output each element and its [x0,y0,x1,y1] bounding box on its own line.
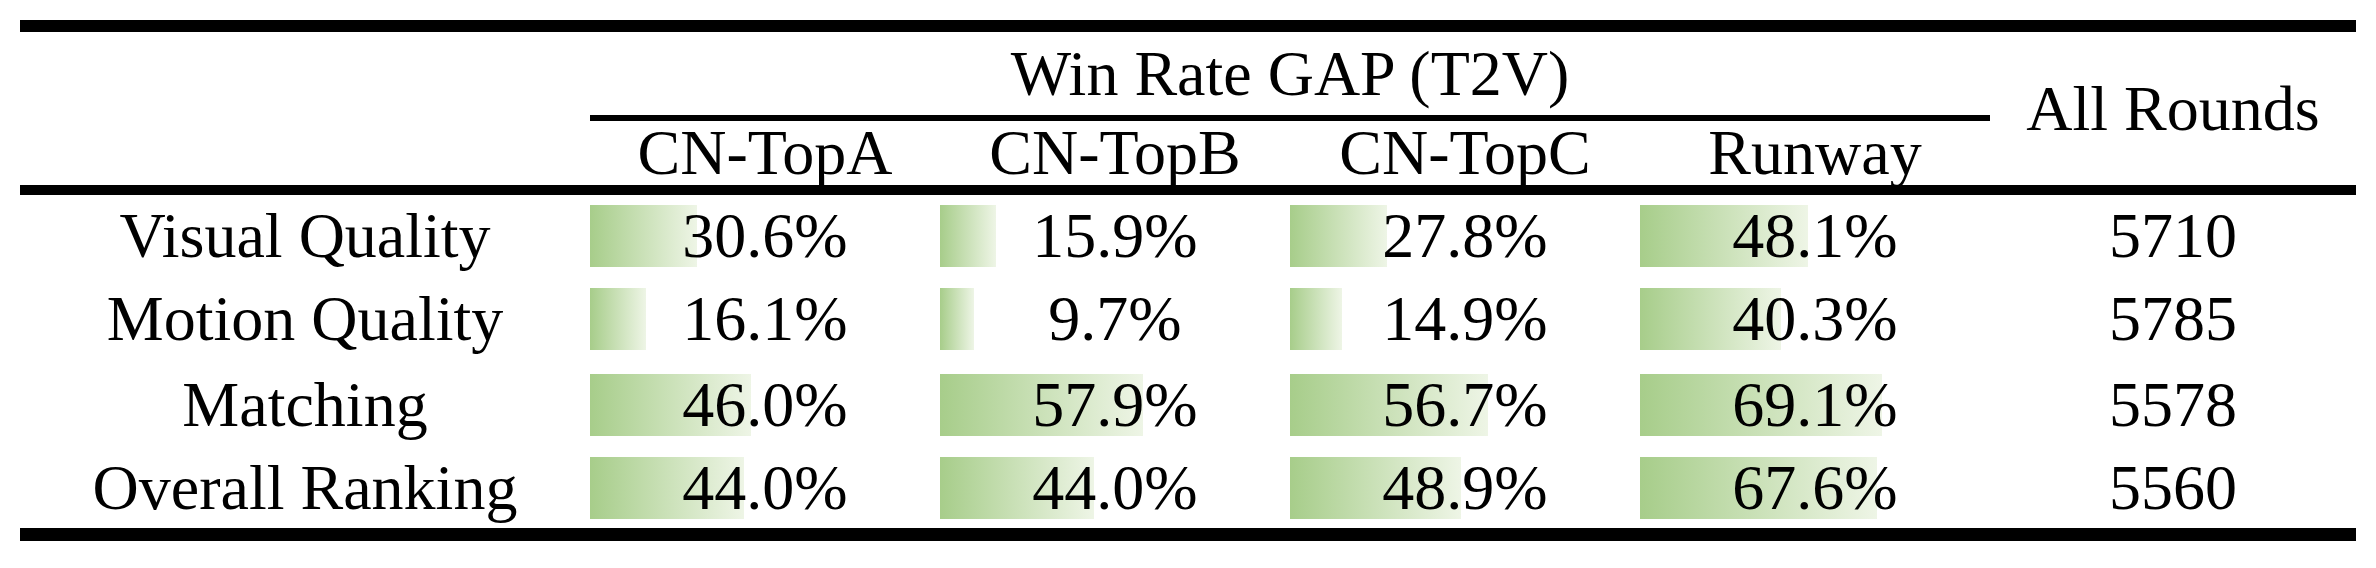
metric-cell: 40.3% [1640,276,1990,362]
column-header-cn-topc: CN-TopC [1290,118,1640,190]
metric-cell: 44.0% [590,448,940,534]
metric-cell: 9.7% [940,276,1290,362]
percent-value: 48.1% [1732,200,1897,271]
percent-value: 67.6% [1732,452,1897,523]
percent-value: 46.0% [682,369,847,440]
all-rounds-value: 5710 [1990,190,2356,276]
percent-value: 14.9% [1382,283,1547,354]
all-rounds-value: 5560 [1990,448,2356,534]
percent-value: 40.3% [1732,283,1897,354]
metric-cell: 48.1% [1640,190,1990,276]
percent-value: 16.1% [682,283,847,354]
win-rate-bar [940,288,974,350]
percent-value: 56.7% [1382,369,1547,440]
metric-cell: 67.6% [1640,448,1990,534]
win-rate-bar [940,205,996,267]
table-row-overall-ranking: Overall Ranking 44.0% 44.0% 48.9% 67.6% … [20,448,2356,534]
all-rounds-value: 5578 [1990,362,2356,448]
percent-value: 57.9% [1032,369,1197,440]
percent-value: 44.0% [682,452,847,523]
metric-cell: 48.9% [1290,448,1640,534]
all-rounds-value: 5785 [1990,276,2356,362]
column-header-runway: Runway [1640,118,1990,190]
metric-cell: 56.7% [1290,362,1640,448]
metric-cell: 46.0% [590,362,940,448]
all-rounds-column-header: All Rounds [1990,26,2356,190]
win-rate-bar [590,288,646,350]
column-header-cn-topa: CN-TopA [590,118,940,190]
percent-value: 27.8% [1382,200,1547,271]
percent-value: 48.9% [1382,452,1547,523]
percent-value: 44.0% [1032,452,1197,523]
metric-cell: 16.1% [590,276,940,362]
row-label: Visual Quality [20,190,590,276]
group-header-win-rate-gap: Win Rate GAP (T2V) [590,26,1990,118]
paper-table-figure: Win Rate GAP (T2V) All Rounds CN-TopA CN… [0,0,2376,541]
table-row-matching: Matching 46.0% 57.9% 56.7% 69.1% 5578 [20,362,2356,448]
table-row-motion-quality: Motion Quality 16.1% 9.7% 14.9% 40.3% 57… [20,276,2356,362]
win-rate-gap-table: Win Rate GAP (T2V) All Rounds CN-TopA CN… [20,20,2356,541]
metric-cell: 30.6% [590,190,940,276]
percent-value: 69.1% [1732,369,1897,440]
metric-cell: 14.9% [1290,276,1640,362]
win-rate-bar [1290,288,1342,350]
row-label: Overall Ranking [20,448,590,534]
row-label: Matching [20,362,590,448]
percent-value: 30.6% [682,200,847,271]
corner-empty-cell [20,26,590,190]
win-rate-bar [1290,205,1387,267]
percent-value: 9.7% [1048,283,1181,354]
metric-cell: 57.9% [940,362,1290,448]
metric-cell: 27.8% [1290,190,1640,276]
column-header-cn-topb: CN-TopB [940,118,1290,190]
table-row-visual-quality: Visual Quality 30.6% 15.9% 27.8% 48.1% 5… [20,190,2356,276]
percent-value: 15.9% [1032,200,1197,271]
metric-cell: 69.1% [1640,362,1990,448]
metric-cell: 15.9% [940,190,1290,276]
row-label: Motion Quality [20,276,590,362]
metric-cell: 44.0% [940,448,1290,534]
